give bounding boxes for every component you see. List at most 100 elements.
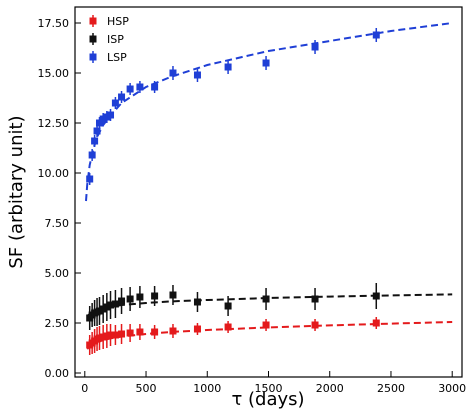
y-axis-ticks: 0.00 2.50 5.00 7.50 10.00 12.50 15.00 17.50 — [38, 17, 81, 380]
data-point-hsp — [118, 324, 126, 344]
x-axis-ticks: 0 500 1000 1500 2000 2500 3000 — [81, 371, 466, 395]
legend-label: ISP — [107, 33, 124, 46]
marker — [107, 331, 115, 339]
marker — [99, 333, 107, 341]
marker — [169, 69, 177, 77]
marker — [311, 43, 319, 51]
data-point-lsp — [91, 135, 99, 147]
data-point-isp — [118, 288, 126, 314]
marker — [99, 305, 107, 313]
fit-curve-hsp — [86, 321, 453, 350]
data-point-lsp — [193, 68, 201, 82]
legend-marker-icon — [89, 53, 97, 61]
data-point-isp — [111, 290, 119, 318]
marker — [136, 328, 144, 336]
y-tick-label: 2.50 — [45, 317, 70, 330]
data-point-hsp — [311, 319, 319, 331]
x-tick-label: 1500 — [255, 382, 283, 395]
legend: HSP ISP LSP — [89, 15, 129, 64]
marker — [224, 63, 232, 71]
data-point-hsp — [126, 324, 134, 342]
data-point-lsp — [88, 149, 96, 161]
data-point-lsp — [169, 66, 177, 80]
marker — [103, 332, 111, 340]
marker — [136, 83, 144, 91]
data-point-lsp — [136, 81, 144, 93]
legend-item-hsp: HSP — [89, 15, 129, 28]
fit-curve-isp — [86, 293, 453, 317]
data-point-isp — [372, 283, 380, 309]
marker — [193, 325, 201, 333]
marker — [118, 297, 126, 305]
marker — [126, 85, 134, 93]
marker — [169, 327, 177, 335]
marker — [99, 115, 107, 123]
marker — [151, 292, 159, 300]
x-tick-label: 2000 — [316, 382, 344, 395]
marker — [103, 113, 111, 121]
data-point-isp — [126, 287, 134, 311]
marker — [311, 321, 319, 329]
marker — [103, 303, 111, 311]
x-tick-label: 500 — [136, 382, 157, 395]
y-tick-label: 10.00 — [38, 167, 70, 180]
data-point-hsp — [136, 324, 144, 340]
data-point-hsp — [193, 323, 201, 335]
marker — [111, 99, 119, 107]
x-tick-label: 3000 — [438, 382, 466, 395]
legend-label: HSP — [107, 15, 129, 28]
marker — [95, 119, 103, 127]
marker — [95, 307, 103, 315]
fit-curve-lsp — [85, 22, 453, 202]
marker — [111, 331, 119, 339]
marker — [372, 31, 380, 39]
data-point-hsp — [262, 319, 270, 331]
data-point-lsp — [311, 40, 319, 54]
marker — [262, 321, 270, 329]
marker — [107, 111, 115, 119]
data-point-lsp — [107, 109, 115, 121]
marker — [91, 137, 99, 145]
data-point-hsp — [111, 325, 119, 345]
x-tick-label: 2500 — [377, 382, 405, 395]
legend-label: LSP — [107, 51, 127, 64]
marker — [193, 298, 201, 306]
legend-item-isp: ISP — [89, 33, 124, 46]
y-tick-label: 15.00 — [38, 67, 70, 80]
data-point-lsp — [111, 97, 119, 109]
marker — [262, 295, 270, 303]
marker — [86, 175, 94, 183]
legend-marker-icon — [89, 35, 97, 43]
data-point-lsp — [262, 56, 270, 70]
marker — [111, 300, 119, 308]
data-point-isp — [193, 292, 201, 312]
marker — [151, 83, 159, 91]
marker — [107, 301, 115, 309]
y-tick-label: 5.00 — [45, 267, 70, 280]
y-tick-label: 0.00 — [45, 367, 70, 380]
y-axis-title: SF (arbitary unit) — [6, 115, 27, 268]
x-tick-label: 1000 — [193, 382, 221, 395]
marker — [93, 127, 101, 135]
data-point-isp — [136, 286, 144, 308]
data-point-lsp — [86, 173, 94, 185]
y-tick-label: 12.50 — [38, 117, 70, 130]
data-point-isp — [311, 288, 319, 310]
data-point-lsp — [372, 28, 380, 42]
marker — [118, 93, 126, 101]
x-axis-title: τ (days) — [231, 389, 304, 410]
y-tick-label: 17.50 — [38, 17, 70, 30]
data-point-hsp — [169, 324, 177, 338]
data-point-lsp — [151, 81, 159, 93]
data-point-hsp — [224, 321, 232, 333]
y-tick-label: 7.50 — [45, 217, 70, 230]
marker — [136, 293, 144, 301]
marker — [311, 295, 319, 303]
data-point-lsp — [95, 117, 103, 129]
marker — [224, 323, 232, 331]
legend-item-lsp: LSP — [89, 51, 127, 64]
data-point-lsp — [118, 91, 126, 103]
marker — [88, 151, 96, 159]
marker — [372, 292, 380, 300]
